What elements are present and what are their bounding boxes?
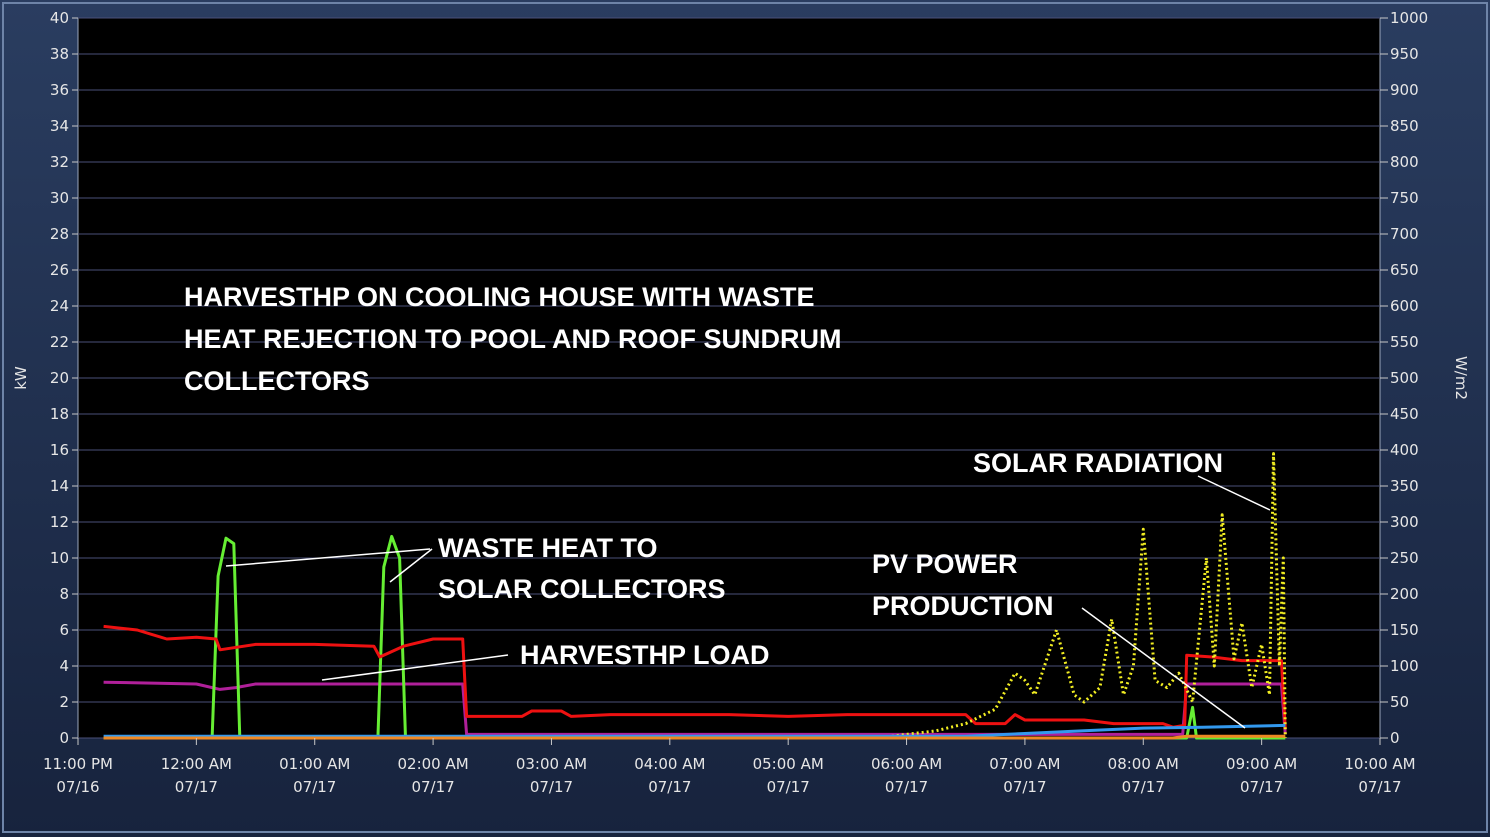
y2-tick-label: 700 (1390, 225, 1419, 243)
grid (78, 17, 1380, 739)
annotation: PV POWER (872, 549, 1018, 579)
y2-tick-label: 600 (1390, 297, 1419, 315)
y-tick-label: 16 (50, 441, 69, 459)
annotation: COLLECTORS (184, 366, 370, 396)
y-tick-label: 28 (50, 225, 69, 243)
y-tick-label: 36 (50, 81, 69, 99)
y-tick-label: 22 (50, 333, 69, 351)
annotations: HARVESTHP ON COOLING HOUSE WITH WASTE HEA… (184, 282, 1223, 670)
x-tick-label: 03:00 AM 07/17 (516, 755, 587, 796)
pointers (225, 475, 1271, 729)
y-tick-label: 12 (50, 513, 69, 531)
x-tick-label: 12:00 AM 07/17 (161, 755, 232, 796)
pointer (1081, 607, 1246, 729)
y-tick-label: 8 (59, 585, 69, 603)
x-tick-label: 09:00 AM 07/17 (1226, 755, 1297, 796)
y2-tick-label: 200 (1390, 585, 1419, 603)
annotation: HARVESTHP ON COOLING HOUSE WITH WASTE (184, 282, 815, 312)
y2-tick-label: 950 (1390, 45, 1419, 63)
y2-tick-label: 1000 (1390, 9, 1428, 27)
pointer (225, 548, 431, 567)
y2-axis-label: W/m2 (1452, 356, 1470, 400)
y-tick-label: 10 (50, 549, 69, 567)
y2-tick-label: 300 (1390, 513, 1419, 531)
x-tick-label: 04:00 AM 07/17 (634, 755, 705, 796)
y-tick-label: 40 (50, 9, 69, 27)
y2-tick-label: 100 (1390, 657, 1419, 675)
x-tick-label: 11:00 PM 07/16 (43, 755, 113, 796)
annotation: HEAT REJECTION TO POOL AND ROOF SUNDRUM (184, 324, 842, 354)
y-tick-label: 4 (59, 657, 69, 675)
y2-tick-label: 400 (1390, 441, 1419, 459)
pointer (321, 654, 509, 681)
x-tick-label: 02:00 AM 07/17 (397, 755, 468, 796)
y-tick-label: 20 (50, 369, 69, 387)
annotation: SOLAR RADIATION (973, 448, 1223, 478)
y2-tick-label: 150 (1390, 621, 1419, 639)
y-tick-label: 34 (50, 117, 69, 135)
y-tick-label: 0 (59, 729, 69, 747)
y-tick-label: 38 (50, 45, 69, 63)
y-tick-label: 24 (50, 297, 69, 315)
series-line (103, 624, 1287, 730)
y2-tick-label: 800 (1390, 153, 1419, 171)
y2-tick-label: 650 (1390, 261, 1419, 279)
x-tick-label: 08:00 AM 07/17 (1108, 755, 1179, 796)
y-tick-label: 14 (50, 477, 69, 495)
x-tick-label: 01:00 AM 07/17 (279, 755, 350, 796)
axes: 0246810121416182022242628303234363840050… (43, 9, 1428, 796)
series-line (103, 723, 1286, 738)
series-line (876, 452, 1287, 740)
y2-tick-label: 900 (1390, 81, 1419, 99)
series (103, 452, 1287, 740)
annotation: HARVESTHP LOAD (520, 640, 770, 670)
y2-tick-label: 450 (1390, 405, 1419, 423)
annotation: WASTE HEAT TO (438, 533, 658, 563)
x-tick-label: 06:00 AM 07/17 (871, 755, 942, 796)
y2-tick-label: 550 (1390, 333, 1419, 351)
y-tick-label: 32 (50, 153, 69, 171)
y-tick-label: 30 (50, 189, 69, 207)
annotation: PRODUCTION (872, 591, 1054, 621)
y2-tick-label: 850 (1390, 117, 1419, 135)
y-tick-label: 6 (59, 621, 69, 639)
y2-tick-label: 750 (1390, 189, 1419, 207)
pointer (389, 548, 433, 583)
series-line (103, 734, 1286, 740)
y-tick-label: 2 (59, 693, 69, 711)
y2-tick-label: 350 (1390, 477, 1419, 495)
x-tick-label: 10:00 AM 07/17 (1344, 755, 1415, 796)
y-tick-label: 18 (50, 405, 69, 423)
y2-tick-label: 500 (1390, 369, 1419, 387)
y-tick-label: 26 (50, 261, 69, 279)
y-axis-label: kW (12, 366, 30, 390)
annotation: SOLAR COLLECTORS (438, 574, 726, 604)
x-tick-label: 07:00 AM 07/17 (989, 755, 1060, 796)
x-tick-label: 05:00 AM 07/17 (753, 755, 824, 796)
series-line (103, 534, 1286, 740)
pointer (1197, 475, 1271, 511)
y2-tick-label: 250 (1390, 549, 1419, 567)
y2-tick-label: 0 (1390, 729, 1400, 747)
y2-tick-label: 50 (1390, 693, 1409, 711)
